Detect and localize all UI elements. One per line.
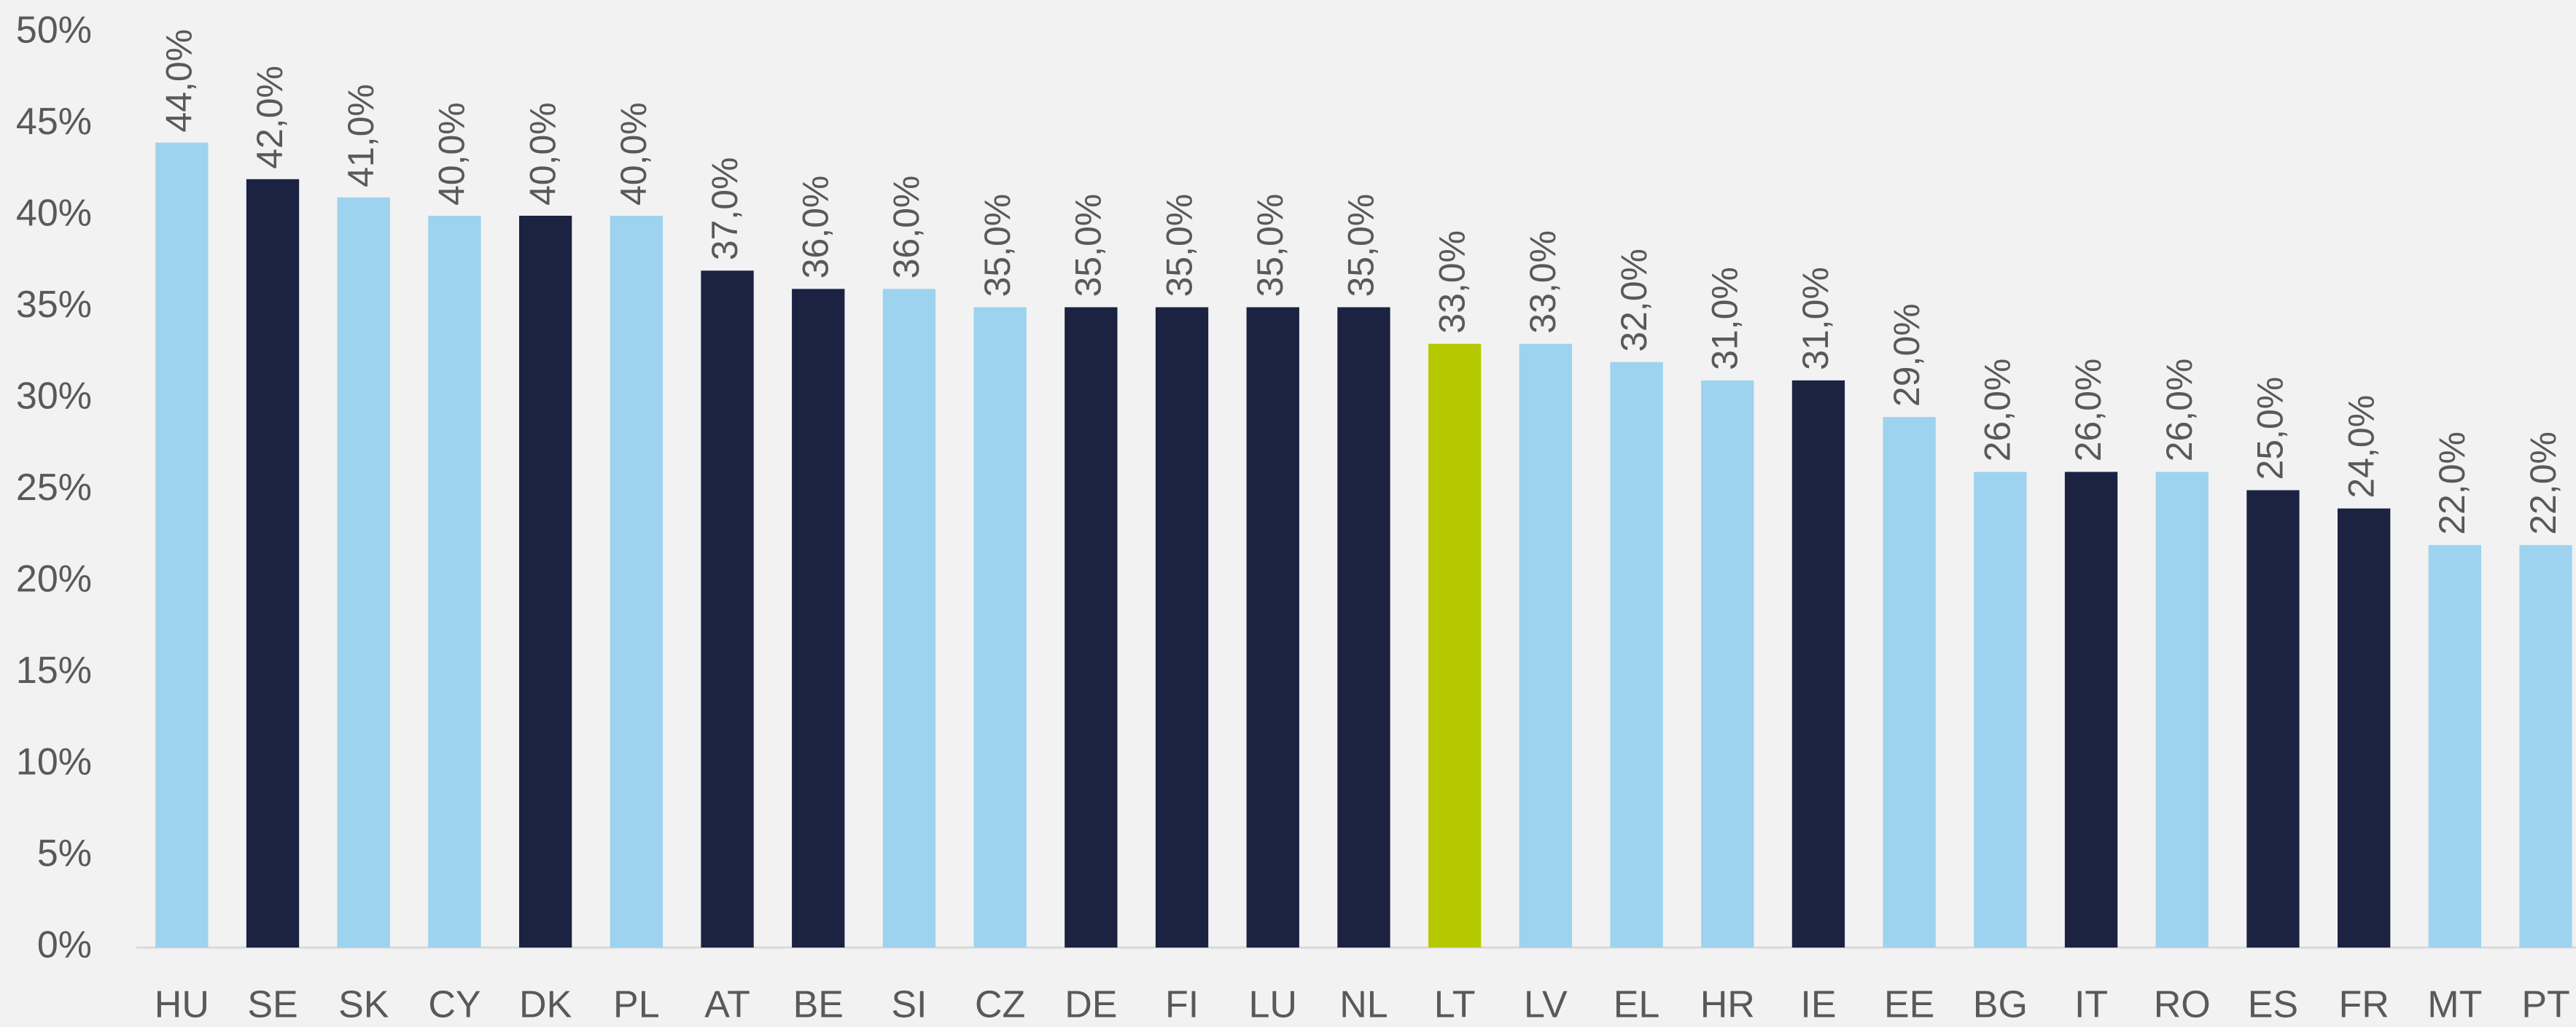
value-label: 26,0% [2068,359,2109,462]
x-tick-label: LT [1434,984,1476,1026]
x-tick-label: SK [338,984,389,1026]
y-tick-label: 10% [16,741,92,784]
value-label: 26,0% [1977,359,2018,462]
y-tick-label: 5% [37,832,92,875]
bar [701,270,754,948]
x-tick-label: AT [704,984,750,1026]
bar [337,197,390,948]
bar [518,216,572,948]
value-label: 41,0% [341,84,381,187]
x-tick-label: IT [2074,984,2108,1026]
bar [1065,307,1118,948]
y-tick-label: 25% [16,466,92,509]
bar [1246,307,1299,948]
x-tick-label: ES [2248,984,2298,1026]
x-tick-label: EL [1614,984,1660,1026]
bar [2519,544,2572,948]
x-tick-label: LU [1249,984,1297,1026]
bar [1428,343,1482,948]
value-label: 36,0% [886,176,927,279]
value-label: 26,0% [2159,359,2200,462]
bar [882,289,936,948]
value-label: 33,0% [1431,230,1472,334]
bar [973,307,1027,948]
x-tick-label: LV [1524,984,1568,1026]
value-label: 37,0% [704,157,745,261]
y-tick-label: 40% [16,192,92,235]
x-tick-label: HU [155,984,209,1026]
y-tick-label: 50% [16,9,92,52]
bar [246,179,300,948]
value-label: 35,0% [977,194,1018,297]
bar [1701,380,1754,948]
bar [1519,343,1573,948]
value-label: 35,0% [1250,194,1291,297]
bar [610,216,664,948]
value-label: 25,0% [2250,377,2291,480]
y-tick-label: 45% [16,101,92,143]
y-tick-label: 0% [37,924,92,967]
bar [428,216,481,948]
bar [1791,380,1845,948]
value-label: 32,0% [1614,249,1654,352]
x-tick-label: RO [2154,984,2211,1026]
x-tick-label: CZ [975,984,1025,1026]
bar [1974,472,2027,948]
value-label: 44,0% [159,29,200,133]
value-label: 42,0% [249,66,290,169]
x-tick-label: SI [891,984,927,1026]
bar [1337,307,1390,948]
value-label: 31,0% [1704,267,1745,370]
x-tick-label: BE [793,984,844,1026]
y-tick-label: 35% [16,284,92,326]
x-tick-label: EE [1884,984,1934,1026]
x-tick-label: IE [1800,984,1836,1026]
bar [1883,417,1936,948]
value-label: 35,0% [1159,194,1199,297]
y-tick-label: 20% [16,558,92,601]
value-label: 40,0% [522,102,563,206]
value-label: 40,0% [432,102,472,206]
x-tick-label: PT [2521,984,2569,1026]
bar [155,142,209,948]
y-tick-label: 30% [16,375,92,418]
value-label: 35,0% [1341,194,1382,297]
x-tick-label: DE [1065,984,1117,1026]
value-label: 22,0% [2523,432,2564,535]
value-label: 33,0% [1522,230,1563,334]
bar [792,289,845,948]
x-tick-label: DK [519,984,572,1026]
y-tick-label: 15% [16,649,92,692]
value-label: 24,0% [2340,395,2381,499]
bar [2337,508,2391,948]
bar [2428,544,2482,948]
value-label: 29,0% [1886,303,1927,407]
value-label: 35,0% [1068,194,1109,297]
value-label: 31,0% [1795,267,1836,370]
x-tick-label: PL [613,984,660,1026]
bar [2155,472,2209,948]
x-tick-label: NL [1339,984,1388,1026]
x-tick-label: CY [428,984,480,1026]
x-tick-label: BG [1973,984,2028,1026]
x-tick-label: FR [2338,984,2389,1026]
x-tick-label: FI [1165,984,1199,1026]
value-label: 40,0% [613,102,654,206]
bar [1155,307,1209,948]
bar [2064,472,2118,948]
x-tick-label: MT [2427,984,2482,1026]
bar [1610,362,1663,948]
value-label: 22,0% [2432,432,2472,535]
x-tick-label: HR [1700,984,1755,1026]
bar [2246,490,2300,948]
x-tick-label: SE [247,984,297,1026]
value-label: 36,0% [795,176,836,279]
